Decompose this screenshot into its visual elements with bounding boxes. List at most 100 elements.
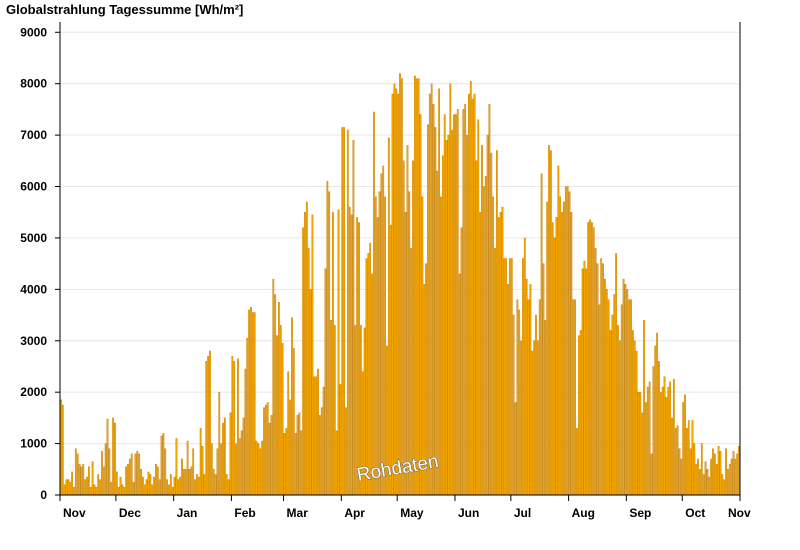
bar [523, 237, 526, 496]
bar [529, 284, 532, 496]
bar [369, 242, 372, 496]
bar [727, 469, 729, 496]
y-tick-label: 2000 [20, 385, 47, 399]
bar [101, 451, 103, 496]
bar [145, 479, 148, 496]
bar [104, 443, 107, 496]
bar [121, 484, 124, 496]
bar [140, 469, 142, 496]
bar [201, 445, 204, 496]
bar [473, 93, 476, 496]
y-tick-label: 4000 [20, 282, 47, 296]
bar [663, 376, 666, 496]
bar [197, 476, 200, 496]
bar [482, 186, 485, 496]
bar [512, 314, 515, 496]
bar [730, 458, 733, 496]
bar [317, 368, 319, 496]
bar [285, 427, 288, 496]
bar [315, 376, 318, 496]
bar [561, 212, 563, 496]
bar [510, 258, 513, 496]
bar [177, 479, 180, 496]
bar [365, 258, 368, 496]
bar [184, 469, 187, 496]
bar [455, 114, 457, 496]
bar [158, 479, 161, 496]
bar [641, 412, 644, 496]
bar [687, 420, 690, 496]
bar [404, 212, 407, 496]
bar [205, 361, 208, 496]
bar [604, 278, 606, 496]
bar [408, 191, 411, 496]
bar [613, 294, 616, 496]
bar [194, 479, 196, 496]
bar [443, 114, 446, 496]
bar [412, 160, 414, 496]
bar [281, 343, 284, 496]
bar [134, 453, 137, 496]
bar [719, 451, 722, 496]
bar [132, 481, 135, 496]
bar [80, 466, 83, 496]
bar [91, 461, 94, 496]
bar [695, 463, 698, 496]
bar [115, 471, 118, 496]
bar [583, 260, 586, 496]
bar [525, 278, 528, 496]
bar [97, 474, 100, 496]
bar [138, 453, 141, 496]
bar [676, 425, 679, 496]
bar [406, 145, 409, 496]
bar [479, 212, 481, 496]
bar [574, 299, 577, 496]
bar [311, 214, 314, 496]
bar [639, 391, 642, 496]
bar [76, 453, 79, 496]
bar [684, 394, 686, 496]
bar [503, 258, 506, 496]
bar [123, 487, 126, 496]
bar [492, 196, 495, 496]
bar [223, 417, 226, 496]
bar [305, 201, 308, 496]
bar [225, 474, 228, 496]
bar [592, 227, 595, 496]
bar [389, 224, 392, 496]
bar [397, 93, 400, 496]
bar [93, 484, 96, 496]
bar [153, 476, 155, 496]
bar [708, 476, 711, 496]
bar [667, 386, 670, 496]
bar [179, 476, 182, 496]
bar [520, 340, 522, 496]
bar [617, 325, 619, 496]
bar [307, 248, 310, 496]
bar [127, 463, 129, 496]
bar [227, 479, 230, 496]
bar [540, 173, 543, 496]
bar [112, 417, 114, 496]
bar [581, 268, 584, 496]
bar [391, 93, 394, 496]
bar [220, 443, 223, 496]
bar [430, 83, 433, 496]
bar [471, 98, 474, 496]
bar [374, 196, 377, 496]
bar [242, 417, 245, 496]
bar [721, 474, 724, 496]
bar [458, 273, 461, 496]
bar [427, 124, 429, 496]
bar [240, 430, 243, 496]
bar [84, 479, 87, 496]
bar [151, 484, 154, 496]
bar [507, 284, 509, 496]
y-axis-ticks: 0 1000 2000 3000 4000 5000 6000 7000 8000 9000 [20, 25, 60, 502]
bar [456, 109, 459, 496]
bar [319, 415, 321, 496]
bar [212, 469, 215, 496]
bar [548, 145, 550, 496]
bar [346, 129, 349, 496]
bar [61, 404, 64, 496]
